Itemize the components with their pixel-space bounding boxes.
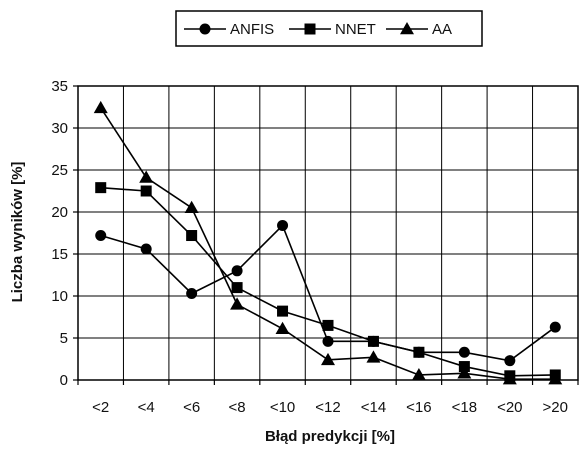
legend-marker-aa — [400, 22, 414, 35]
legend-label-aa: AA — [432, 21, 452, 38]
plot-area — [77, 85, 579, 381]
data-point-anfis — [277, 219, 289, 231]
y-axis-ticks: 0 5 10 15 20 25 30 35 — [51, 78, 78, 389]
data-point-aa — [411, 367, 426, 381]
data-point-anfis — [504, 355, 516, 367]
data-point-nnet — [277, 305, 289, 317]
x-tick-label: <12 — [315, 399, 340, 416]
y-tick-label: 0 — [60, 372, 68, 389]
y-tick-label: 25 — [51, 162, 68, 179]
legend-item-nnet: NNET — [289, 21, 376, 38]
plot-frame — [77, 85, 579, 381]
legend-marker-nnet — [304, 23, 316, 35]
y-tick-label: 30 — [51, 120, 68, 137]
data-point-aa — [457, 366, 472, 379]
data-point-nnet — [231, 282, 243, 294]
x-tick-label: <2 — [92, 399, 109, 416]
legend-marker-anfis — [199, 23, 211, 35]
data-point-anfis — [186, 287, 198, 299]
data-point-aa — [230, 297, 245, 310]
data-point-aa — [139, 170, 154, 183]
data-point-nnet — [140, 185, 152, 197]
data-point-anfis — [322, 335, 334, 347]
data-point-nnet — [95, 182, 107, 194]
data-point-anfis — [549, 321, 561, 333]
data-point-anfis — [140, 243, 152, 255]
x-tick-label: <14 — [361, 399, 386, 416]
data-point-nnet — [367, 335, 379, 347]
x-tick-label: <10 — [270, 399, 295, 416]
data-point-aa — [548, 372, 563, 385]
data-point-nnet — [186, 230, 198, 242]
legend-label-nnet: NNET — [335, 21, 376, 38]
data-point-aa — [366, 350, 381, 363]
data-point-anfis — [95, 230, 107, 242]
data-point-nnet — [322, 319, 334, 331]
data-point-aa — [93, 100, 108, 114]
y-tick-label: 5 — [60, 330, 68, 347]
x-tick-label: <18 — [452, 399, 477, 416]
data-point-aa — [502, 372, 517, 385]
legend-label-anfis: ANFIS — [230, 21, 274, 38]
legend: ANFIS NNET AA — [175, 10, 483, 47]
y-tick-label: 10 — [51, 288, 68, 305]
x-tick-label: >20 — [543, 399, 568, 416]
data-point-aa — [275, 321, 290, 335]
series-aa — [93, 100, 563, 385]
x-axis-ticks: <2 <4 <6 <8 <10 <12 <14 <16 <18 <20 >20 — [77, 380, 579, 416]
x-tick-label: <6 — [183, 399, 200, 416]
x-tick-label: <4 — [138, 399, 155, 416]
y-tick-label: 20 — [51, 204, 68, 221]
data-point-aa — [184, 200, 199, 214]
y-tick-label: 15 — [51, 246, 68, 263]
data-point-aa — [321, 352, 335, 366]
data-point-anfis — [231, 265, 243, 277]
x-tick-label: <8 — [229, 399, 246, 416]
x-tick-label: <16 — [406, 399, 431, 416]
x-tick-label: <20 — [497, 399, 522, 416]
y-tick-label: 35 — [51, 78, 68, 95]
data-point-anfis — [458, 346, 470, 358]
legend-item-aa: AA — [386, 21, 452, 38]
legend-item-anfis: ANFIS — [184, 21, 274, 38]
x-axis-title: Błąd predykcji [%] — [265, 428, 395, 445]
y-axis-title: Liczba wyników [%] — [9, 162, 26, 303]
data-point-nnet — [413, 346, 425, 358]
series-layer — [93, 100, 563, 385]
